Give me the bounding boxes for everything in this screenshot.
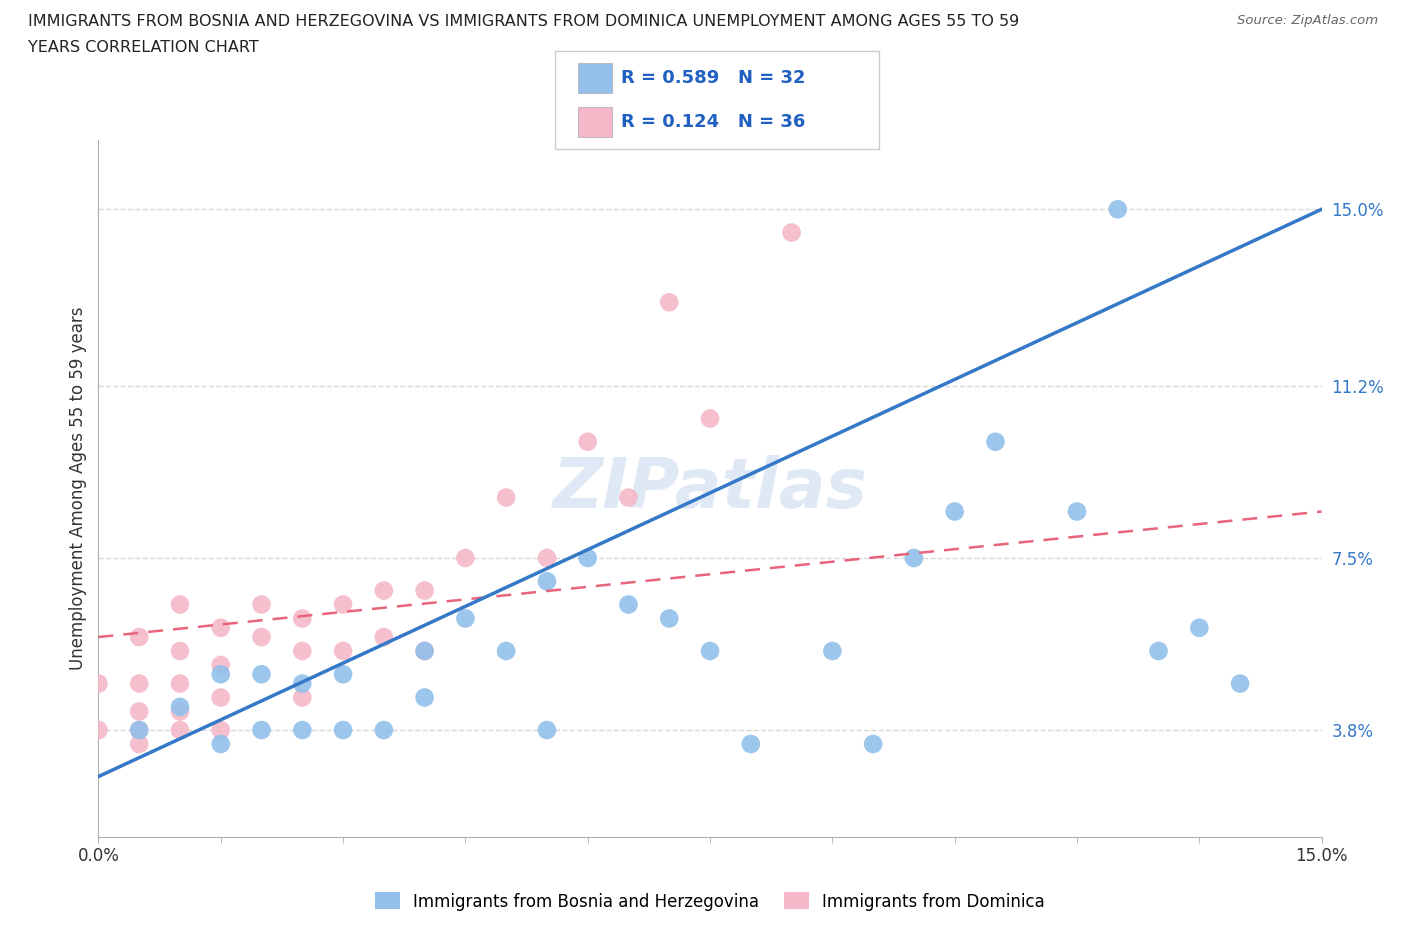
Point [332, 597, 354, 612]
Point [1188, 620, 1211, 635]
Text: IMMIGRANTS FROM BOSNIA AND HERZEGOVINA VS IMMIGRANTS FROM DOMINICA UNEMPLOYMENT : IMMIGRANTS FROM BOSNIA AND HERZEGOVINA V… [28, 14, 1019, 29]
Point [413, 644, 436, 658]
Text: Source: ZipAtlas.com: Source: ZipAtlas.com [1237, 14, 1378, 27]
Point [209, 690, 232, 705]
Text: R = 0.589   N = 32: R = 0.589 N = 32 [621, 69, 806, 86]
Point [413, 644, 436, 658]
Point [87, 676, 110, 691]
Text: YEARS CORRELATION CHART: YEARS CORRELATION CHART [28, 40, 259, 55]
Point [332, 667, 354, 682]
Point [291, 611, 314, 626]
Point [495, 490, 517, 505]
Point [169, 644, 191, 658]
Point [536, 551, 558, 565]
Point [1229, 676, 1251, 691]
Point [87, 723, 110, 737]
Point [576, 434, 599, 449]
Point [291, 644, 314, 658]
Point [250, 723, 273, 737]
Point [209, 723, 232, 737]
Point [740, 109, 762, 124]
Text: R = 0.124   N = 36: R = 0.124 N = 36 [621, 113, 806, 131]
Y-axis label: Unemployment Among Ages 55 to 59 years: Unemployment Among Ages 55 to 59 years [69, 307, 87, 670]
Point [373, 583, 395, 598]
Point [209, 737, 232, 751]
Point [617, 490, 640, 505]
Point [821, 644, 844, 658]
Point [291, 676, 314, 691]
Point [413, 690, 436, 705]
Legend: Immigrants from Bosnia and Herzegovina, Immigrants from Dominica: Immigrants from Bosnia and Herzegovina, … [368, 885, 1052, 917]
Point [250, 667, 273, 682]
Point [209, 667, 232, 682]
Point [169, 723, 191, 737]
Point [128, 630, 150, 644]
Point [943, 504, 966, 519]
Point [1147, 644, 1170, 658]
Point [332, 723, 354, 737]
Point [984, 434, 1007, 449]
Point [862, 737, 884, 751]
Point [413, 583, 436, 598]
Point [169, 676, 191, 691]
Point [332, 644, 354, 658]
Point [536, 574, 558, 589]
Point [128, 704, 150, 719]
Text: ZIPatlas: ZIPatlas [553, 455, 868, 522]
Point [576, 551, 599, 565]
Point [373, 723, 395, 737]
Point [658, 295, 681, 310]
Point [209, 620, 232, 635]
Point [454, 551, 477, 565]
Point [169, 597, 191, 612]
Point [291, 723, 314, 737]
Point [250, 630, 273, 644]
Point [617, 597, 640, 612]
Point [128, 723, 150, 737]
Point [740, 737, 762, 751]
Point [373, 630, 395, 644]
Point [1066, 504, 1088, 519]
Point [699, 644, 721, 658]
Point [291, 690, 314, 705]
Point [536, 723, 558, 737]
Point [495, 644, 517, 658]
Point [209, 658, 232, 672]
Point [780, 225, 803, 240]
Point [128, 723, 150, 737]
Point [128, 676, 150, 691]
Point [658, 611, 681, 626]
Point [169, 699, 191, 714]
Point [169, 704, 191, 719]
Point [128, 737, 150, 751]
Point [250, 597, 273, 612]
Point [1107, 202, 1129, 217]
Point [454, 611, 477, 626]
Point [903, 551, 925, 565]
Point [699, 411, 721, 426]
